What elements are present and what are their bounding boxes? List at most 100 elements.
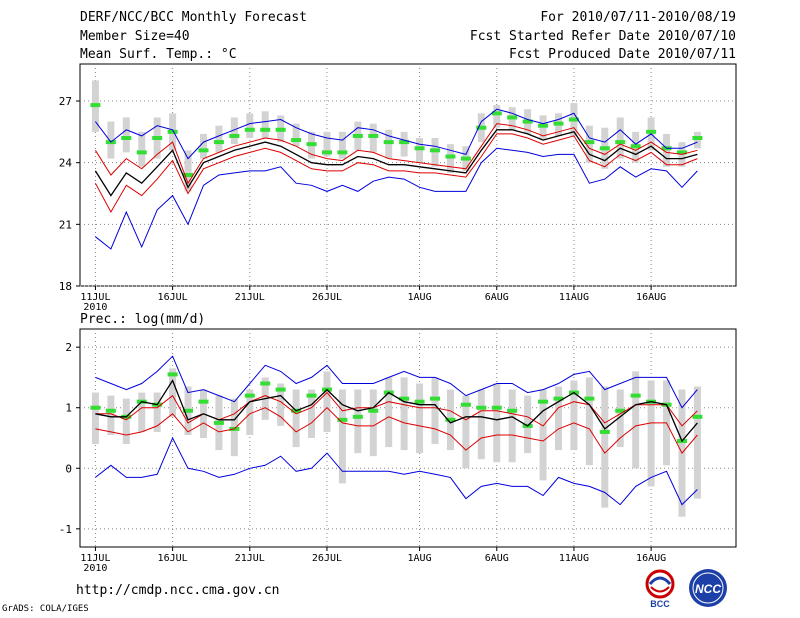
temp-observation-marker <box>229 133 240 138</box>
temp-lower-line <box>94 133 698 214</box>
prec-observation-marker <box>198 399 209 404</box>
temp-observation-marker <box>491 111 502 116</box>
prec-spread-box <box>632 371 640 469</box>
prec-spread-box <box>292 389 300 448</box>
prec-x-tick-label: 11AUG <box>559 553 589 564</box>
prec-spread-box <box>308 389 316 438</box>
source-url[interactable]: http://cmdp.ncc.cma.gov.cn <box>76 583 280 598</box>
prec-spread-box <box>693 386 701 499</box>
temp-observation-marker <box>183 173 194 177</box>
prec-spread-box <box>323 371 331 432</box>
temp-observation-marker <box>306 142 317 147</box>
prec-x-tick-label: 6AUG <box>485 553 509 564</box>
prec-x-tick-label: 16JUL <box>158 553 188 564</box>
temp-observation-marker <box>476 125 487 130</box>
temp-observation-marker <box>136 150 147 155</box>
prec-min-line <box>95 436 698 506</box>
ncc-logo-icon: NCC <box>689 569 727 607</box>
temp-observation-marker <box>646 129 657 134</box>
grads-credit: GrADS: COLA/IGES <box>2 604 89 614</box>
prec-spread-box <box>153 392 161 432</box>
temp-observation-marker <box>615 140 626 145</box>
temp-y-tick-label: 18 <box>59 280 72 293</box>
temp-x-tick-label: 1AUG <box>408 292 432 303</box>
prec-spread-box <box>122 398 130 445</box>
temp-observation-marker <box>244 127 255 132</box>
prec-observation-marker <box>445 417 456 422</box>
temp-spread-box <box>184 150 192 192</box>
temp-observation-marker <box>538 123 549 128</box>
temp-x-tick-label: 21JUL <box>235 292 265 303</box>
prec-spread-box <box>539 389 547 481</box>
temp-observation-marker <box>692 136 703 140</box>
temp-x-tick-label: 16JUL <box>158 292 188 303</box>
temp-observation-marker <box>198 148 209 153</box>
prec-spread-box <box>416 383 424 454</box>
prec-observation-marker <box>337 417 348 422</box>
prec-observation-marker <box>352 414 363 419</box>
prec-observation-marker <box>105 408 116 413</box>
prec-spread-box <box>647 380 655 487</box>
prec-spread-box <box>570 380 578 451</box>
prec-observation-marker <box>630 393 641 398</box>
temp-spread-box <box>230 117 238 145</box>
temp-x-tick-label: 16AUG <box>636 292 666 303</box>
prec-observation-marker <box>460 402 471 407</box>
temp-observation-marker <box>553 121 564 126</box>
prec-y-tick-label: 1 <box>65 402 72 415</box>
temp-spread-box <box>663 133 671 167</box>
prec-observation-marker <box>430 396 441 401</box>
prec-spread-box <box>369 389 377 457</box>
temp-x-tick-label: 6AUG <box>485 292 509 303</box>
temp-observation-marker <box>213 140 224 145</box>
temp-spread-box <box>292 123 300 147</box>
temp-spread-box <box>199 133 207 159</box>
temp-observation-marker <box>337 150 348 155</box>
prec-mean-line <box>95 379 698 443</box>
temp-observation-marker <box>352 133 363 138</box>
prec-plot-frame <box>79 328 737 548</box>
temp-observation-marker <box>260 127 271 132</box>
temp-spread-box <box>246 113 254 138</box>
forecast-start-date: Fcst Started Refer Date 2010/07/10 <box>469 29 736 44</box>
temp-observation-marker <box>676 150 687 155</box>
prec-spread-box <box>493 383 501 463</box>
temp-min-line <box>95 147 698 250</box>
prec-observation-marker <box>553 396 564 401</box>
bcc-logo-text: BCC <box>650 599 670 609</box>
temp-observation-marker <box>584 140 595 145</box>
temp-spread-box <box>400 131 408 157</box>
prec-observation-marker <box>476 405 487 410</box>
temp-spread-box <box>122 117 130 153</box>
temp-spread-box <box>138 131 146 167</box>
prec-spread-box <box>277 383 285 426</box>
prec-x-tick-label: 11JUL <box>80 553 110 564</box>
temp-observation-marker <box>522 119 533 124</box>
temp-y-tick-label: 24 <box>59 157 73 170</box>
temp-y-tick-label: 27 <box>59 95 72 108</box>
temp-x-tick-label: 11JUL <box>80 292 110 303</box>
temp-max-line <box>95 108 698 160</box>
temp-observation-marker <box>414 146 425 151</box>
prec-observation-marker <box>368 408 379 413</box>
prec-observation-marker <box>183 408 194 413</box>
prec-lower-line <box>95 406 698 454</box>
temp-observation-marker <box>152 136 163 140</box>
prec-observation-marker <box>260 381 271 386</box>
ncc-logo-text: NCC <box>695 582 721 596</box>
temp-observation-marker <box>291 138 302 143</box>
temp-spread-box <box>616 117 624 159</box>
temp-spread-box <box>585 125 593 163</box>
prec-observation-marker <box>507 408 518 413</box>
logos: BCC NCC <box>645 569 727 609</box>
prec-spread-box <box>477 389 485 460</box>
temp-spread-box <box>431 138 439 167</box>
prec-observation-marker <box>167 372 178 377</box>
temp-spread-box <box>338 131 346 159</box>
temp-observation-marker <box>460 156 471 161</box>
prec-spread-box <box>338 389 346 484</box>
temp-spread-box <box>261 111 269 138</box>
prec-observation-marker <box>306 393 317 398</box>
prec-y-tick-label: 0 <box>65 462 72 475</box>
